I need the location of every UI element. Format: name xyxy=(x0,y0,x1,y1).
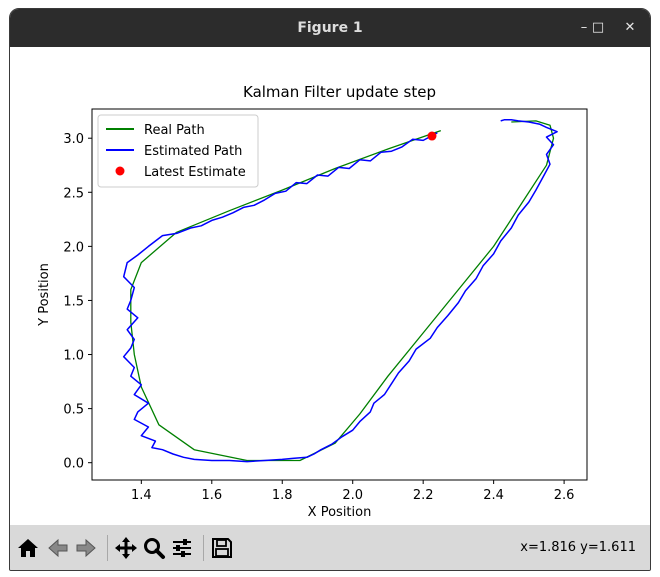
y-tick-label: 1.0 xyxy=(63,349,84,364)
x-tick-label: 2.4 xyxy=(483,488,504,503)
pan-button[interactable] xyxy=(112,534,140,562)
series-line-estimated-path xyxy=(122,119,558,463)
forward-button[interactable] xyxy=(72,534,100,562)
maximize-icon: □ xyxy=(591,20,605,35)
maximize-button[interactable]: □ xyxy=(584,9,612,47)
legend-swatch xyxy=(115,166,125,176)
y-tick-label: 1.5 xyxy=(63,294,84,309)
series-line-real-path xyxy=(130,120,555,462)
toolbar-separator xyxy=(107,535,108,561)
toolbar-separator xyxy=(203,535,204,561)
legend-box xyxy=(97,114,259,188)
legend-entry: Latest Estimate xyxy=(144,165,246,180)
back-arrow-icon xyxy=(48,538,68,558)
save-button[interactable] xyxy=(208,534,236,562)
legend-entry: Estimated Path xyxy=(144,144,242,159)
x-tick-label: 1.6 xyxy=(201,488,222,503)
figure-canvas[interactable]: Kalman Filter update step 1.4 1.6 1.8 2.0 2.2… xyxy=(10,47,650,525)
window-title: Figure 1 xyxy=(297,20,363,36)
configure-subplots-button[interactable] xyxy=(168,534,196,562)
legend-entry: Real Path xyxy=(144,123,205,138)
cursor-coordinates: x=1.816 y=1.611 xyxy=(520,540,636,555)
x-tick-label: 2.2 xyxy=(413,488,434,503)
close-button[interactable]: ✕ xyxy=(616,9,644,47)
x-axis-label: X Position xyxy=(308,505,372,520)
latest-estimate-point xyxy=(427,131,437,141)
plot[interactable]: Kalman Filter update step 1.4 1.6 1.8 2.0 2.2… xyxy=(10,47,650,525)
y-tick-label: 3.0 xyxy=(63,132,84,147)
title-bar: Figure 1 – □ ✕ xyxy=(10,9,650,47)
home-icon xyxy=(18,539,38,557)
zoom-button[interactable] xyxy=(140,534,168,562)
back-button[interactable] xyxy=(44,534,72,562)
minimize-icon: – xyxy=(580,20,588,35)
x-tick-label: 2.6 xyxy=(554,488,575,503)
y-tick-label: 2.0 xyxy=(63,240,84,255)
close-icon: ✕ xyxy=(624,20,636,35)
forward-arrow-icon xyxy=(76,538,96,558)
y-axis-label: Y Position xyxy=(37,263,52,327)
x-tick-label: 1.4 xyxy=(131,488,152,503)
x-tick-label: 2.0 xyxy=(342,488,363,503)
y-tick-label: 0.0 xyxy=(63,457,84,472)
chart-title: Kalman Filter update step xyxy=(243,83,436,101)
magnifier-icon xyxy=(144,538,165,559)
axes-frame xyxy=(91,108,588,481)
y-tick-label: 2.5 xyxy=(63,186,84,201)
minimize-button[interactable]: – xyxy=(570,9,598,47)
x-tick-label: 1.8 xyxy=(272,488,293,503)
floppy-disk-icon xyxy=(212,538,232,558)
figure-window: Figure 1 – □ ✕ Kalman Filter update step… xyxy=(9,8,651,571)
home-button[interactable] xyxy=(14,534,42,562)
y-tick-label: 0.5 xyxy=(63,403,84,418)
sliders-icon xyxy=(173,539,191,557)
move-icon xyxy=(115,537,137,559)
navigation-toolbar: x=1.816 y=1.611 xyxy=(10,525,650,570)
